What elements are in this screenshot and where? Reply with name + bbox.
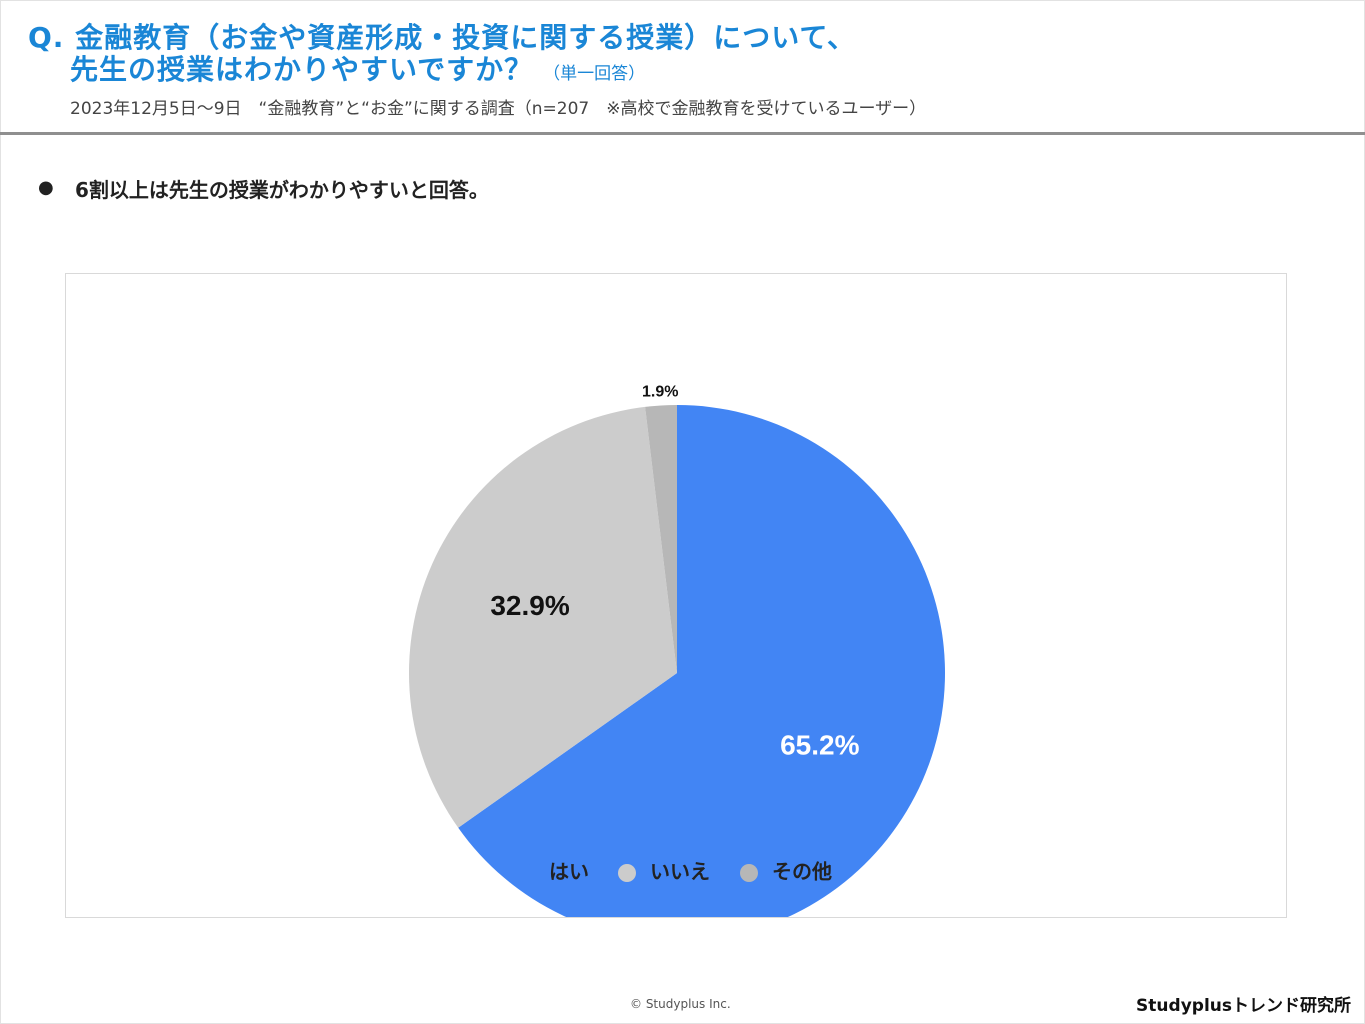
legend-label-1: はい <box>549 860 589 884</box>
header-divider <box>0 132 1365 135</box>
pie-slice-3 <box>645 405 677 673</box>
summary-text: 6割以上は先生の授業がわかりやすいと回答。 <box>75 178 489 202</box>
survey-info: 2023年12月5日〜9日 “金融教育”と“お金”に関する調査（n=207 ※高… <box>70 99 927 119</box>
legend-marker-1 <box>517 864 535 882</box>
pie-slice-1 <box>458 405 945 917</box>
slice-value-label-3: 1.9% <box>642 384 678 401</box>
legend-marker-3 <box>740 864 758 882</box>
copyright: © Studyplus Inc. <box>630 997 731 1011</box>
bullet-icon: ● <box>38 177 54 198</box>
question-title-line1: Q. 金融教育（お金や資産形成・投資に関する授業）について、 <box>28 21 856 54</box>
question-title-text: 先生の授業はわかりやすいですか？ <box>70 53 534 86</box>
brand-logo-text: Studyplusトレンド研究所 <box>1136 996 1351 1016</box>
legend-label-3: その他 <box>772 860 832 884</box>
pie-chart-panel: 65.2% 32.9% 1.9% はい いいえ その他 <box>65 273 1287 918</box>
slice-value-label-2: 32.9% <box>490 590 569 621</box>
pie-slice-2 <box>409 406 677 828</box>
legend-label-2: いいえ <box>650 860 710 884</box>
pie-chart: 65.2% 32.9% 1.9% はい いいえ その他 <box>409 384 945 917</box>
slice-value-label-1: 65.2% <box>780 729 859 760</box>
answer-type-note: （単一回答） <box>543 64 646 84</box>
legend-marker-2 <box>618 864 636 882</box>
question-title-line2: 先生の授業はわかりやすいですか？ （単一回答） <box>70 48 645 88</box>
